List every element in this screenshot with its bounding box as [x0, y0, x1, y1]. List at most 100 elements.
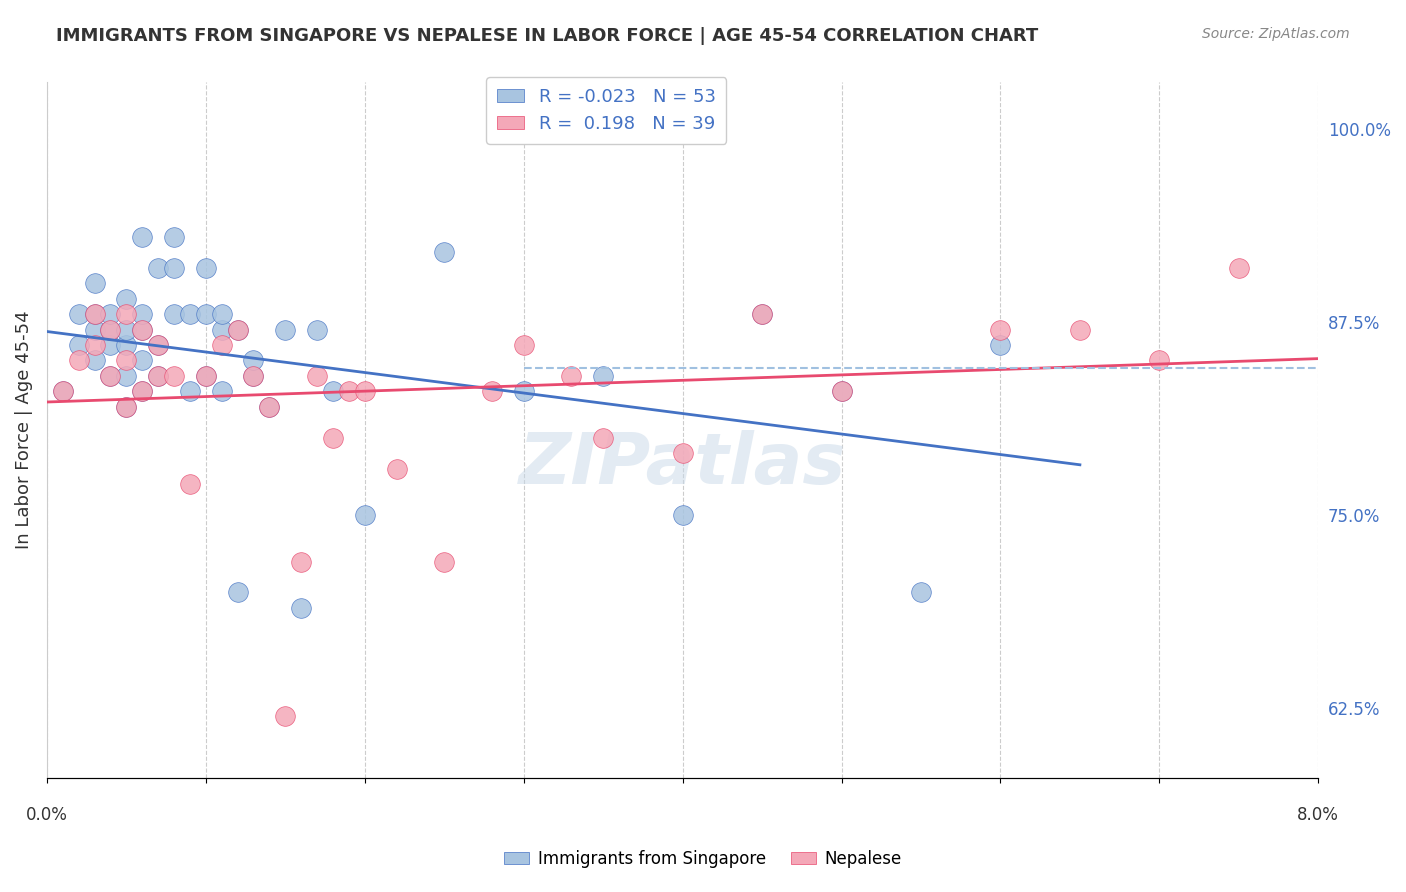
Point — [242, 353, 264, 368]
Point — [146, 338, 169, 352]
Point — [226, 322, 249, 336]
Point — [512, 384, 534, 399]
Point — [83, 322, 105, 336]
Point — [337, 384, 360, 399]
Point — [146, 260, 169, 275]
Point — [481, 384, 503, 399]
Point — [211, 338, 233, 352]
Point — [290, 601, 312, 615]
Point — [115, 353, 138, 368]
Point — [560, 368, 582, 383]
Point — [671, 446, 693, 460]
Point — [831, 384, 853, 399]
Point — [115, 368, 138, 383]
Point — [100, 368, 122, 383]
Point — [831, 384, 853, 399]
Point — [131, 322, 153, 336]
Point — [67, 307, 90, 321]
Point — [146, 338, 169, 352]
Point — [115, 322, 138, 336]
Text: ZIPatlas: ZIPatlas — [519, 430, 846, 500]
Point — [163, 260, 186, 275]
Point — [179, 477, 201, 491]
Point — [385, 461, 408, 475]
Point — [290, 555, 312, 569]
Point — [353, 508, 375, 522]
Point — [751, 307, 773, 321]
Point — [115, 292, 138, 306]
Text: 0.0%: 0.0% — [25, 805, 67, 824]
Point — [592, 431, 614, 445]
Point — [131, 322, 153, 336]
Point — [179, 307, 201, 321]
Point — [1069, 322, 1091, 336]
Point — [194, 368, 217, 383]
Point — [131, 353, 153, 368]
Point — [259, 400, 281, 414]
Point — [83, 307, 105, 321]
Legend: Immigrants from Singapore, Nepalese: Immigrants from Singapore, Nepalese — [498, 844, 908, 875]
Point — [131, 229, 153, 244]
Point — [163, 229, 186, 244]
Point — [131, 384, 153, 399]
Point — [1227, 260, 1250, 275]
Point — [211, 307, 233, 321]
Point — [52, 384, 75, 399]
Point — [751, 307, 773, 321]
Point — [307, 322, 329, 336]
Point — [194, 368, 217, 383]
Point — [242, 368, 264, 383]
Point — [163, 368, 186, 383]
Point — [146, 368, 169, 383]
Point — [592, 368, 614, 383]
Legend: R = -0.023   N = 53, R =  0.198   N = 39: R = -0.023 N = 53, R = 0.198 N = 39 — [486, 78, 727, 144]
Point — [671, 508, 693, 522]
Point — [307, 368, 329, 383]
Point — [100, 307, 122, 321]
Point — [67, 353, 90, 368]
Point — [179, 384, 201, 399]
Point — [115, 307, 138, 321]
Point — [194, 307, 217, 321]
Point — [83, 353, 105, 368]
Point — [990, 338, 1012, 352]
Point — [322, 384, 344, 399]
Point — [353, 384, 375, 399]
Y-axis label: In Labor Force | Age 45-54: In Labor Force | Age 45-54 — [15, 310, 32, 549]
Point — [115, 400, 138, 414]
Point — [100, 368, 122, 383]
Point — [100, 338, 122, 352]
Point — [131, 307, 153, 321]
Point — [115, 338, 138, 352]
Point — [194, 260, 217, 275]
Point — [226, 322, 249, 336]
Point — [131, 384, 153, 399]
Point — [163, 307, 186, 321]
Point — [100, 322, 122, 336]
Point — [259, 400, 281, 414]
Point — [67, 338, 90, 352]
Point — [211, 384, 233, 399]
Point — [274, 322, 297, 336]
Point — [990, 322, 1012, 336]
Point — [115, 400, 138, 414]
Point — [211, 322, 233, 336]
Point — [242, 368, 264, 383]
Text: Source: ZipAtlas.com: Source: ZipAtlas.com — [1202, 27, 1350, 41]
Point — [910, 585, 932, 599]
Point — [83, 276, 105, 290]
Point — [433, 245, 456, 260]
Point — [83, 338, 105, 352]
Point — [100, 322, 122, 336]
Text: 8.0%: 8.0% — [1298, 805, 1340, 824]
Point — [1149, 353, 1171, 368]
Point — [52, 384, 75, 399]
Text: IMMIGRANTS FROM SINGAPORE VS NEPALESE IN LABOR FORCE | AGE 45-54 CORRELATION CHA: IMMIGRANTS FROM SINGAPORE VS NEPALESE IN… — [56, 27, 1039, 45]
Point — [433, 555, 456, 569]
Point — [226, 585, 249, 599]
Point — [274, 709, 297, 723]
Point — [83, 307, 105, 321]
Point — [512, 338, 534, 352]
Point — [146, 368, 169, 383]
Point — [322, 431, 344, 445]
